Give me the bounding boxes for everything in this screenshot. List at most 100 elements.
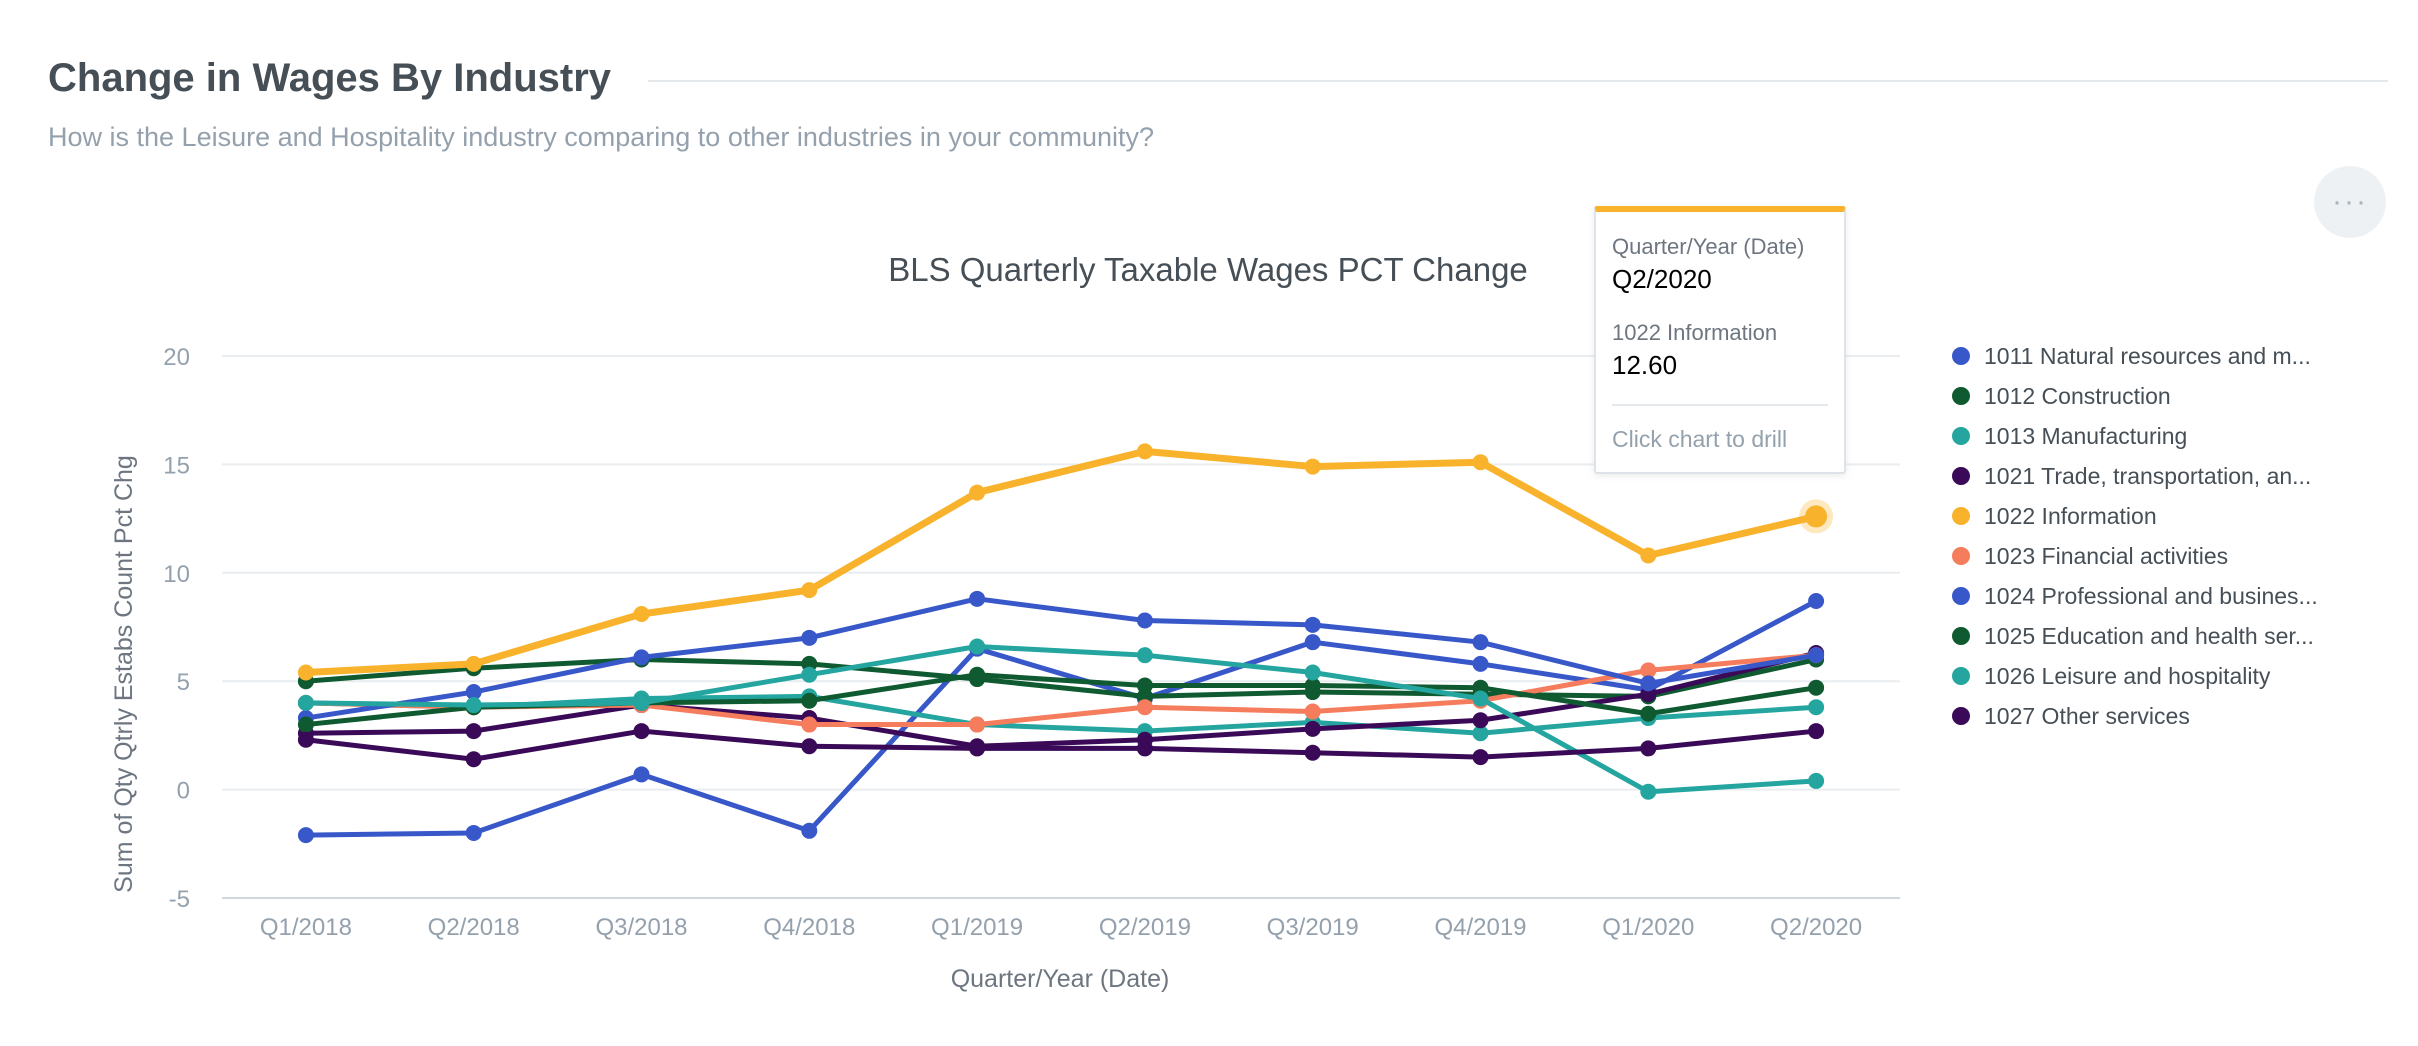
data-point[interactable] bbox=[633, 766, 650, 783]
tooltip-x-label: Quarter/Year (Date) bbox=[1612, 234, 1805, 259]
data-point[interactable] bbox=[801, 629, 818, 646]
data-point[interactable] bbox=[1808, 679, 1825, 696]
legend-item[interactable]: 1013 Manufacturing bbox=[1952, 416, 2402, 456]
legend-label: 1026 Leisure and hospitality bbox=[1984, 662, 2271, 689]
legend-item[interactable]: 1025 Education and health ser... bbox=[1952, 616, 2402, 656]
series-line[interactable] bbox=[303, 650, 1819, 749]
data-point[interactable] bbox=[801, 582, 818, 599]
data-point[interactable] bbox=[1136, 612, 1153, 629]
data-point[interactable] bbox=[1472, 690, 1489, 707]
legend-label: 1025 Education and health ser... bbox=[1984, 622, 2314, 649]
data-point[interactable] bbox=[465, 697, 482, 714]
series-line[interactable] bbox=[303, 596, 1819, 721]
data-point[interactable] bbox=[1304, 616, 1321, 633]
data-point[interactable] bbox=[297, 664, 314, 681]
series-1011[interactable] bbox=[297, 592, 1825, 844]
data-point[interactable] bbox=[465, 723, 482, 740]
legend-label: 1023 Financial activities bbox=[1984, 542, 2229, 569]
data-point[interactable] bbox=[1304, 458, 1321, 475]
data-point[interactable] bbox=[1640, 705, 1657, 722]
data-point[interactable] bbox=[1304, 744, 1321, 761]
legend-item[interactable]: 1027 Other services bbox=[1952, 696, 2402, 736]
data-point[interactable] bbox=[465, 684, 482, 701]
data-point[interactable] bbox=[1640, 662, 1657, 679]
data-point[interactable] bbox=[1808, 592, 1825, 609]
legend-item[interactable]: 1011 Natural resources and m... bbox=[1952, 336, 2402, 376]
data-point[interactable] bbox=[1472, 712, 1489, 729]
legend-label: 1024 Professional and busines... bbox=[1984, 582, 2318, 609]
series-1022[interactable] bbox=[297, 443, 1834, 681]
data-point[interactable] bbox=[1304, 703, 1321, 720]
legend-item[interactable]: 1012 Construction bbox=[1952, 376, 2402, 416]
data-point[interactable] bbox=[969, 716, 986, 733]
legend-item[interactable]: 1023 Financial activities bbox=[1952, 536, 2402, 576]
series-line[interactable] bbox=[302, 447, 1820, 677]
legend-label: 1011 Natural resources and m... bbox=[1984, 342, 2311, 369]
data-point[interactable] bbox=[1136, 740, 1153, 757]
data-point[interactable] bbox=[801, 716, 818, 733]
series-1026[interactable] bbox=[297, 638, 1825, 800]
data-point[interactable] bbox=[297, 716, 314, 733]
data-point[interactable] bbox=[1304, 720, 1321, 737]
data-point[interactable] bbox=[1805, 505, 1828, 528]
data-point[interactable] bbox=[1808, 699, 1825, 716]
data-point[interactable] bbox=[1472, 454, 1489, 471]
data-point[interactable] bbox=[1640, 783, 1657, 800]
data-point[interactable] bbox=[1640, 675, 1657, 692]
data-point[interactable] bbox=[1472, 655, 1489, 672]
data-point[interactable] bbox=[969, 484, 986, 501]
series-line[interactable] bbox=[303, 728, 1819, 762]
data-point[interactable] bbox=[801, 822, 818, 839]
data-point[interactable] bbox=[1472, 634, 1489, 651]
data-point[interactable] bbox=[969, 590, 986, 607]
data-point[interactable] bbox=[1304, 664, 1321, 681]
data-point[interactable] bbox=[465, 751, 482, 768]
series-layer[interactable] bbox=[297, 443, 1834, 844]
legend-item[interactable]: 1024 Professional and busines... bbox=[1952, 576, 2402, 616]
data-point[interactable] bbox=[1640, 740, 1657, 757]
data-point[interactable] bbox=[1808, 772, 1825, 789]
data-point[interactable] bbox=[297, 827, 314, 844]
data-point[interactable] bbox=[633, 605, 650, 622]
legend-item[interactable]: 1026 Leisure and hospitality bbox=[1952, 656, 2402, 696]
series-line[interactable] bbox=[303, 657, 1819, 699]
series-line[interactable] bbox=[303, 598, 1819, 838]
data-point[interactable] bbox=[1640, 547, 1657, 564]
data-point[interactable] bbox=[297, 694, 314, 711]
series-1024[interactable] bbox=[297, 590, 1825, 727]
data-point[interactable] bbox=[969, 740, 986, 757]
data-point[interactable] bbox=[465, 655, 482, 672]
data-point[interactable] bbox=[633, 723, 650, 740]
data-point[interactable] bbox=[1472, 749, 1489, 766]
title-divider bbox=[648, 80, 2388, 82]
data-point[interactable] bbox=[1808, 647, 1825, 664]
data-point[interactable] bbox=[801, 738, 818, 755]
data-point[interactable] bbox=[801, 666, 818, 683]
data-point[interactable] bbox=[1136, 647, 1153, 664]
data-point[interactable] bbox=[969, 638, 986, 655]
data-point[interactable] bbox=[1136, 699, 1153, 716]
data-point[interactable] bbox=[633, 649, 650, 666]
data-point[interactable] bbox=[969, 666, 986, 683]
data-point[interactable] bbox=[1304, 634, 1321, 651]
legend-item[interactable]: 1021 Trade, transportation, an... bbox=[1952, 456, 2402, 496]
tooltip-hint: Click chart to drill bbox=[1612, 426, 1788, 452]
data-point[interactable] bbox=[1136, 443, 1153, 460]
data-point[interactable] bbox=[1304, 677, 1321, 694]
data-point[interactable] bbox=[1808, 723, 1825, 740]
series-1021[interactable] bbox=[297, 645, 1825, 755]
series-line[interactable] bbox=[303, 644, 1819, 795]
legend-item[interactable]: 1022 Information bbox=[1952, 496, 2402, 536]
series-1027[interactable] bbox=[297, 723, 1825, 768]
data-point[interactable] bbox=[1472, 725, 1489, 742]
data-point[interactable] bbox=[465, 824, 482, 841]
data-point[interactable] bbox=[297, 731, 314, 748]
x-tick-label: Q1/2020 bbox=[1602, 914, 1694, 941]
data-point[interactable] bbox=[801, 692, 818, 709]
x-tick-label: Q3/2019 bbox=[1267, 914, 1359, 941]
data-point[interactable] bbox=[1136, 677, 1153, 694]
data-point[interactable] bbox=[633, 694, 650, 711]
legend-marker bbox=[1952, 427, 1970, 445]
more-options-button[interactable]: ··· bbox=[2314, 166, 2386, 238]
